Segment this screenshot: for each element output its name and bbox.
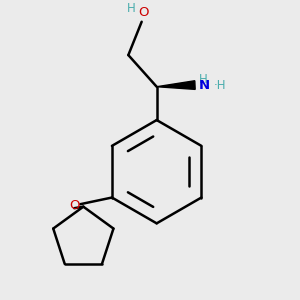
- Text: H: H: [199, 73, 208, 85]
- Text: N: N: [199, 79, 210, 92]
- Text: ·H: ·H: [213, 79, 226, 92]
- Polygon shape: [157, 81, 195, 89]
- Text: O: O: [138, 6, 148, 19]
- Text: H: H: [127, 2, 136, 15]
- Text: O: O: [69, 200, 80, 212]
